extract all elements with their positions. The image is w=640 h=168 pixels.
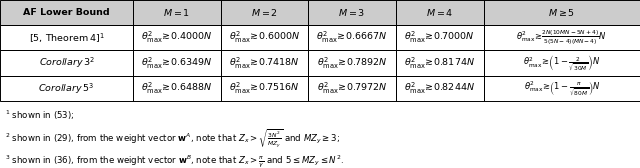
Bar bbox=[221, 50, 308, 76]
Text: $M\geq 5$: $M\geq 5$ bbox=[548, 7, 575, 18]
Text: $^1$ shown in (53);: $^1$ shown in (53); bbox=[5, 109, 75, 122]
Bar bbox=[308, 0, 396, 25]
Text: $M=4$: $M=4$ bbox=[426, 7, 453, 18]
Bar bbox=[0, 76, 133, 101]
Text: $\theta_{\mathrm{max}}^2\!\gtrsim\!0.6667N$: $\theta_{\mathrm{max}}^2\!\gtrsim\!0.666… bbox=[316, 30, 388, 45]
Bar bbox=[133, 50, 221, 76]
Text: $\theta_{\mathrm{max}}^2\!\gtrsim\!\left(1-\frac{2}{\sqrt{30M}}\right)N$: $\theta_{\mathrm{max}}^2\!\gtrsim\!\left… bbox=[523, 53, 600, 73]
Bar bbox=[133, 0, 221, 25]
Text: AF Lower Bound: AF Lower Bound bbox=[23, 8, 110, 17]
Bar bbox=[396, 0, 484, 25]
Bar bbox=[221, 0, 308, 25]
Text: $M=1$: $M=1$ bbox=[163, 7, 190, 18]
Text: $[5,\,\mathrm{Theorem}\,4]^1$: $[5,\,\mathrm{Theorem}\,4]^1$ bbox=[29, 31, 104, 45]
Bar bbox=[0, 0, 133, 25]
Bar bbox=[0, 50, 133, 76]
Text: $\theta_{\mathrm{max}}^2\!\gtrsim\!0.6488N$: $\theta_{\mathrm{max}}^2\!\gtrsim\!0.648… bbox=[141, 81, 212, 96]
Bar bbox=[484, 50, 640, 76]
Bar bbox=[308, 76, 396, 101]
Bar bbox=[133, 25, 221, 50]
Bar bbox=[484, 0, 640, 25]
Bar bbox=[308, 25, 396, 50]
Bar bbox=[0, 0, 133, 25]
Text: $\theta_{\mathrm{max}}^2\!\gtrsim\!\frac{2N(10MN-5N+4)}{5(5N-4)(MN-4)}N$: $\theta_{\mathrm{max}}^2\!\gtrsim\!\frac… bbox=[516, 29, 607, 47]
Bar bbox=[396, 25, 484, 50]
Bar bbox=[221, 25, 308, 50]
Bar bbox=[221, 76, 308, 101]
Text: $\theta_{\mathrm{max}}^2\!\gtrsim\!0.7972N$: $\theta_{\mathrm{max}}^2\!\gtrsim\!0.797… bbox=[317, 81, 387, 96]
Text: $\theta_{\mathrm{max}}^2\!\gtrsim\!0.8174N$: $\theta_{\mathrm{max}}^2\!\gtrsim\!0.817… bbox=[404, 55, 475, 71]
Text: $\theta_{\mathrm{max}}^2\!\gtrsim\!0.7000N$: $\theta_{\mathrm{max}}^2\!\gtrsim\!0.700… bbox=[404, 30, 475, 45]
Text: $\theta_{\mathrm{max}}^2\!\gtrsim\!0.7516N$: $\theta_{\mathrm{max}}^2\!\gtrsim\!0.751… bbox=[229, 81, 300, 96]
Bar bbox=[221, 0, 308, 25]
Text: $\theta_{\mathrm{max}}^2\!\gtrsim\!0.7418N$: $\theta_{\mathrm{max}}^2\!\gtrsim\!0.741… bbox=[229, 55, 300, 71]
Text: $M=2$: $M=2$ bbox=[251, 7, 278, 18]
Bar bbox=[484, 0, 640, 25]
Text: $^3$ shown in (36), from the weight vector $\mathbf{w}^B$, note that $Z_x>\frac{: $^3$ shown in (36), from the weight vect… bbox=[5, 154, 344, 168]
Text: $^2$ shown in (29), from the weight vector $\mathbf{w}^A$, note that $Z_x>\sqrt{: $^2$ shown in (29), from the weight vect… bbox=[5, 127, 340, 150]
Text: $\theta_{\mathrm{max}}^2\!\gtrsim\!0.4000N$: $\theta_{\mathrm{max}}^2\!\gtrsim\!0.400… bbox=[141, 30, 212, 45]
Bar bbox=[133, 0, 221, 25]
Bar bbox=[308, 0, 396, 25]
Text: $\theta_{\mathrm{max}}^2\!\gtrsim\!0.6349N$: $\theta_{\mathrm{max}}^2\!\gtrsim\!0.634… bbox=[141, 55, 212, 71]
Text: $M=3$: $M=3$ bbox=[339, 7, 365, 18]
Bar bbox=[308, 50, 396, 76]
Bar bbox=[0, 25, 133, 50]
Bar bbox=[396, 50, 484, 76]
Text: $\mathit{Corollary}\,5^3$: $\mathit{Corollary}\,5^3$ bbox=[38, 81, 95, 95]
Bar bbox=[484, 76, 640, 101]
Bar bbox=[396, 0, 484, 25]
Bar bbox=[484, 25, 640, 50]
Text: $\theta_{\mathrm{max}}^2\!\gtrsim\!0.8244N$: $\theta_{\mathrm{max}}^2\!\gtrsim\!0.824… bbox=[404, 81, 475, 96]
Bar bbox=[396, 76, 484, 101]
Text: $\theta_{\mathrm{max}}^2\!\gtrsim\!0.7892N$: $\theta_{\mathrm{max}}^2\!\gtrsim\!0.789… bbox=[317, 55, 387, 71]
Text: $\mathit{Corollary}\,3^2$: $\mathit{Corollary}\,3^2$ bbox=[38, 56, 95, 70]
Text: $\theta_{\mathrm{max}}^2\!\gtrsim\!0.6000N$: $\theta_{\mathrm{max}}^2\!\gtrsim\!0.600… bbox=[229, 30, 300, 45]
Text: $\theta_{\mathrm{max}}^2\!\gtrsim\!\left(1-\frac{\pi}{\sqrt{80M}}\right)N$: $\theta_{\mathrm{max}}^2\!\gtrsim\!\left… bbox=[524, 79, 600, 98]
Bar bbox=[133, 76, 221, 101]
